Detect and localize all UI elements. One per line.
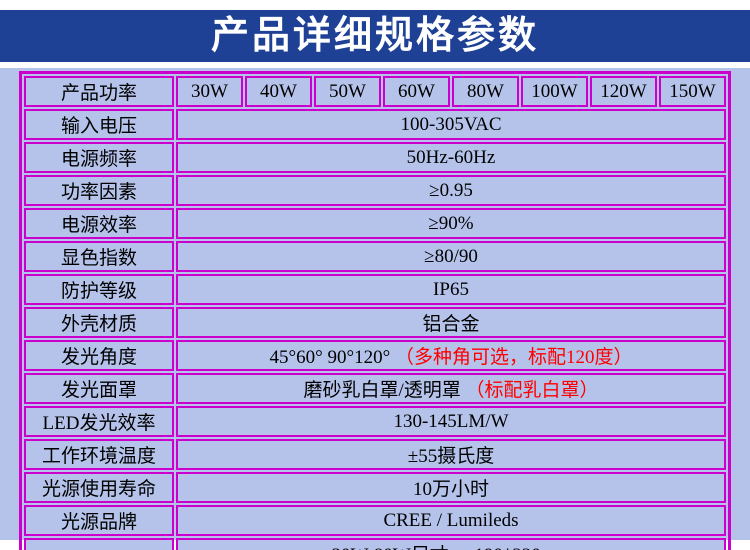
lens-cover-value: 磨砂乳白罩/透明罩 bbox=[303, 380, 461, 401]
power-cell: 40W bbox=[245, 76, 312, 107]
row-value: 50Hz-60Hz bbox=[176, 142, 726, 173]
row-beam-angle: 发光角度 45°60° 90°120° （多种角可选，标配120度） bbox=[24, 340, 726, 371]
row-lens-cover: 发光面罩 磨砂乳白罩/透明罩 （标配乳白罩） bbox=[24, 373, 726, 404]
beam-angle-value: 45°60° 90°120° bbox=[269, 347, 391, 368]
row-product-power: 产品功率 30W 40W 50W 60W 80W 100W 120W 150W bbox=[24, 76, 726, 107]
row-value: 磨砂乳白罩/透明罩 （标配乳白罩） bbox=[176, 373, 726, 404]
row-working-temperature: 工作环境温度 ±55摄氏度 bbox=[24, 439, 726, 470]
row-label: 显色指数 bbox=[24, 241, 174, 272]
row-value: 30W-80W尺寸: φ 190*220mm bbox=[176, 538, 726, 550]
row-label: 功率因素 bbox=[24, 175, 174, 206]
row-value: 10万小时 bbox=[176, 472, 726, 503]
row-label: LED发光效率 bbox=[24, 406, 174, 437]
row-value: CREE / Lumileds bbox=[176, 505, 726, 536]
power-cell: 30W bbox=[176, 76, 243, 107]
power-cell: 60W bbox=[383, 76, 450, 107]
lens-cover-note: （标配乳白罩） bbox=[465, 380, 599, 401]
row-label: 产品功率 bbox=[24, 76, 174, 107]
row-label: 产品尺寸 bbox=[24, 538, 174, 550]
row-value: ≥90% bbox=[176, 208, 726, 239]
row-label: 电源频率 bbox=[24, 142, 174, 173]
row-label: 光源品牌 bbox=[24, 505, 174, 536]
row-housing-material: 外壳材质 铝合金 bbox=[24, 307, 726, 338]
row-cri: 显色指数 ≥80/90 bbox=[24, 241, 726, 272]
spec-table: 产品功率 30W 40W 50W 60W 80W 100W 120W 150W … bbox=[19, 71, 731, 550]
row-value: ≥0.95 bbox=[176, 175, 726, 206]
row-label: 发光角度 bbox=[24, 340, 174, 371]
beam-angle-note: （多种角可选，标配120度） bbox=[394, 347, 633, 368]
row-power-frequency: 电源频率 50Hz-60Hz bbox=[24, 142, 726, 173]
row-value: IP65 bbox=[176, 274, 726, 305]
row-value: 铝合金 bbox=[176, 307, 726, 338]
spec-table-area: 产品功率 30W 40W 50W 60W 80W 100W 120W 150W … bbox=[0, 68, 750, 550]
row-label: 外壳材质 bbox=[24, 307, 174, 338]
row-value: ±55摄氏度 bbox=[176, 439, 726, 470]
row-power-efficiency: 电源效率 ≥90% bbox=[24, 208, 726, 239]
row-value: ≥80/90 bbox=[176, 241, 726, 272]
row-label: 光源使用寿命 bbox=[24, 472, 174, 503]
row-led-efficacy: LED发光效率 130-145LM/W bbox=[24, 406, 726, 437]
title-banner: 产品详细规格参数 bbox=[0, 10, 750, 62]
row-label: 工作环境温度 bbox=[24, 439, 174, 470]
row-input-voltage: 输入电压 100-305VAC bbox=[24, 109, 726, 140]
power-cell: 50W bbox=[314, 76, 381, 107]
row-lifespan: 光源使用寿命 10万小时 bbox=[24, 472, 726, 503]
row-power-factor: 功率因素 ≥0.95 bbox=[24, 175, 726, 206]
row-ip-rating: 防护等级 IP65 bbox=[24, 274, 726, 305]
row-label: 发光面罩 bbox=[24, 373, 174, 404]
row-label: 电源效率 bbox=[24, 208, 174, 239]
power-cell: 100W bbox=[521, 76, 588, 107]
page-title: 产品详细规格参数 bbox=[210, 15, 539, 57]
row-label: 防护等级 bbox=[24, 274, 174, 305]
row-label: 输入电压 bbox=[24, 109, 174, 140]
power-cell: 150W bbox=[659, 76, 726, 107]
row-product-size-1: 产品尺寸 30W-80W尺寸: φ 190*220mm bbox=[24, 538, 726, 550]
row-value: 130-145LM/W bbox=[176, 406, 726, 437]
row-value: 45°60° 90°120° （多种角可选，标配120度） bbox=[176, 340, 726, 371]
row-value: 100-305VAC bbox=[176, 109, 726, 140]
power-cell: 120W bbox=[590, 76, 657, 107]
row-led-brand: 光源品牌 CREE / Lumileds bbox=[24, 505, 726, 536]
power-cell: 80W bbox=[452, 76, 519, 107]
